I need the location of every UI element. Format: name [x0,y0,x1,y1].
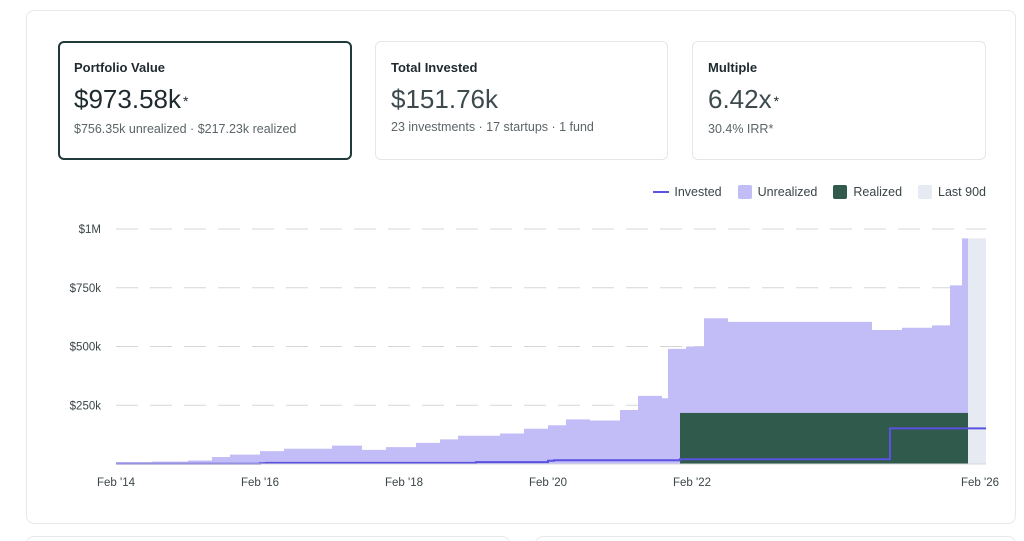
total-invested-card[interactable]: Total Invested $151.76k 23 investments ·… [375,41,668,160]
x-tick-label: Feb '20 [529,477,567,489]
portfolio-value-card[interactable]: Portfolio Value $973.58k * $756.35k unrea… [58,41,352,160]
y-tick-label: $250k [70,400,102,412]
invested-swatch [653,191,670,193]
last-90d-band [968,238,986,464]
card-value: $151.76k [391,84,651,116]
total-invested-value: $151.76k [391,84,498,114]
last-90d-swatch [918,185,933,199]
unrealized-swatch [737,185,752,199]
x-tick-label: Feb '22 [673,477,711,489]
legend-label: Realized [853,185,903,199]
unrealized-area [116,238,968,464]
legend-label: Unrealized [757,185,818,199]
portfolio-value: $973.58k [74,84,181,114]
card-value: 6.42x * [708,84,969,116]
multiple-card[interactable]: Multiple 6.42x * 30.4% IRR* [692,41,986,160]
card-label: Portfolio Value [74,60,166,75]
card-label: Total Invested [391,60,478,75]
y-tick-label: $1M [79,224,101,236]
legend-item-last-90d[interactable]: Last 90d [918,185,986,199]
chart-legend: Invested Unrealized Realized Last 90d [637,185,986,199]
y-tick-label: $500k [70,342,102,354]
realized-swatch [833,185,848,199]
y-tick-label: $750k [70,283,102,295]
legend-label: Invested [674,185,722,199]
x-tick-label: Feb '18 [385,477,423,489]
x-tick-label: Feb '16 [241,477,279,489]
card-value: $973.58k * [74,84,335,116]
legend-item-invested[interactable]: Invested [653,185,722,199]
invested-line [116,427,986,465]
legend-item-realized[interactable]: Realized [833,185,902,199]
x-tick-label: Feb '14 [97,477,136,489]
card-subtext: 23 investments · 17 startups · 1 fund [391,120,594,134]
legend-label: Last 90d [938,185,986,199]
card-subtext: 30.4% IRR* [708,122,774,136]
x-tick-label: Feb '26 [961,477,999,489]
legend-item-unrealized[interactable]: Unrealized [737,185,818,199]
card-label: Multiple [708,60,758,75]
card-subtext: $756.35k unrealized · $217.23k realized [74,122,297,136]
estimate-asterisk: * [773,93,780,109]
realized-area [680,412,968,464]
estimate-asterisk: * [182,93,189,109]
multiple-value: 6.42x [708,84,772,114]
